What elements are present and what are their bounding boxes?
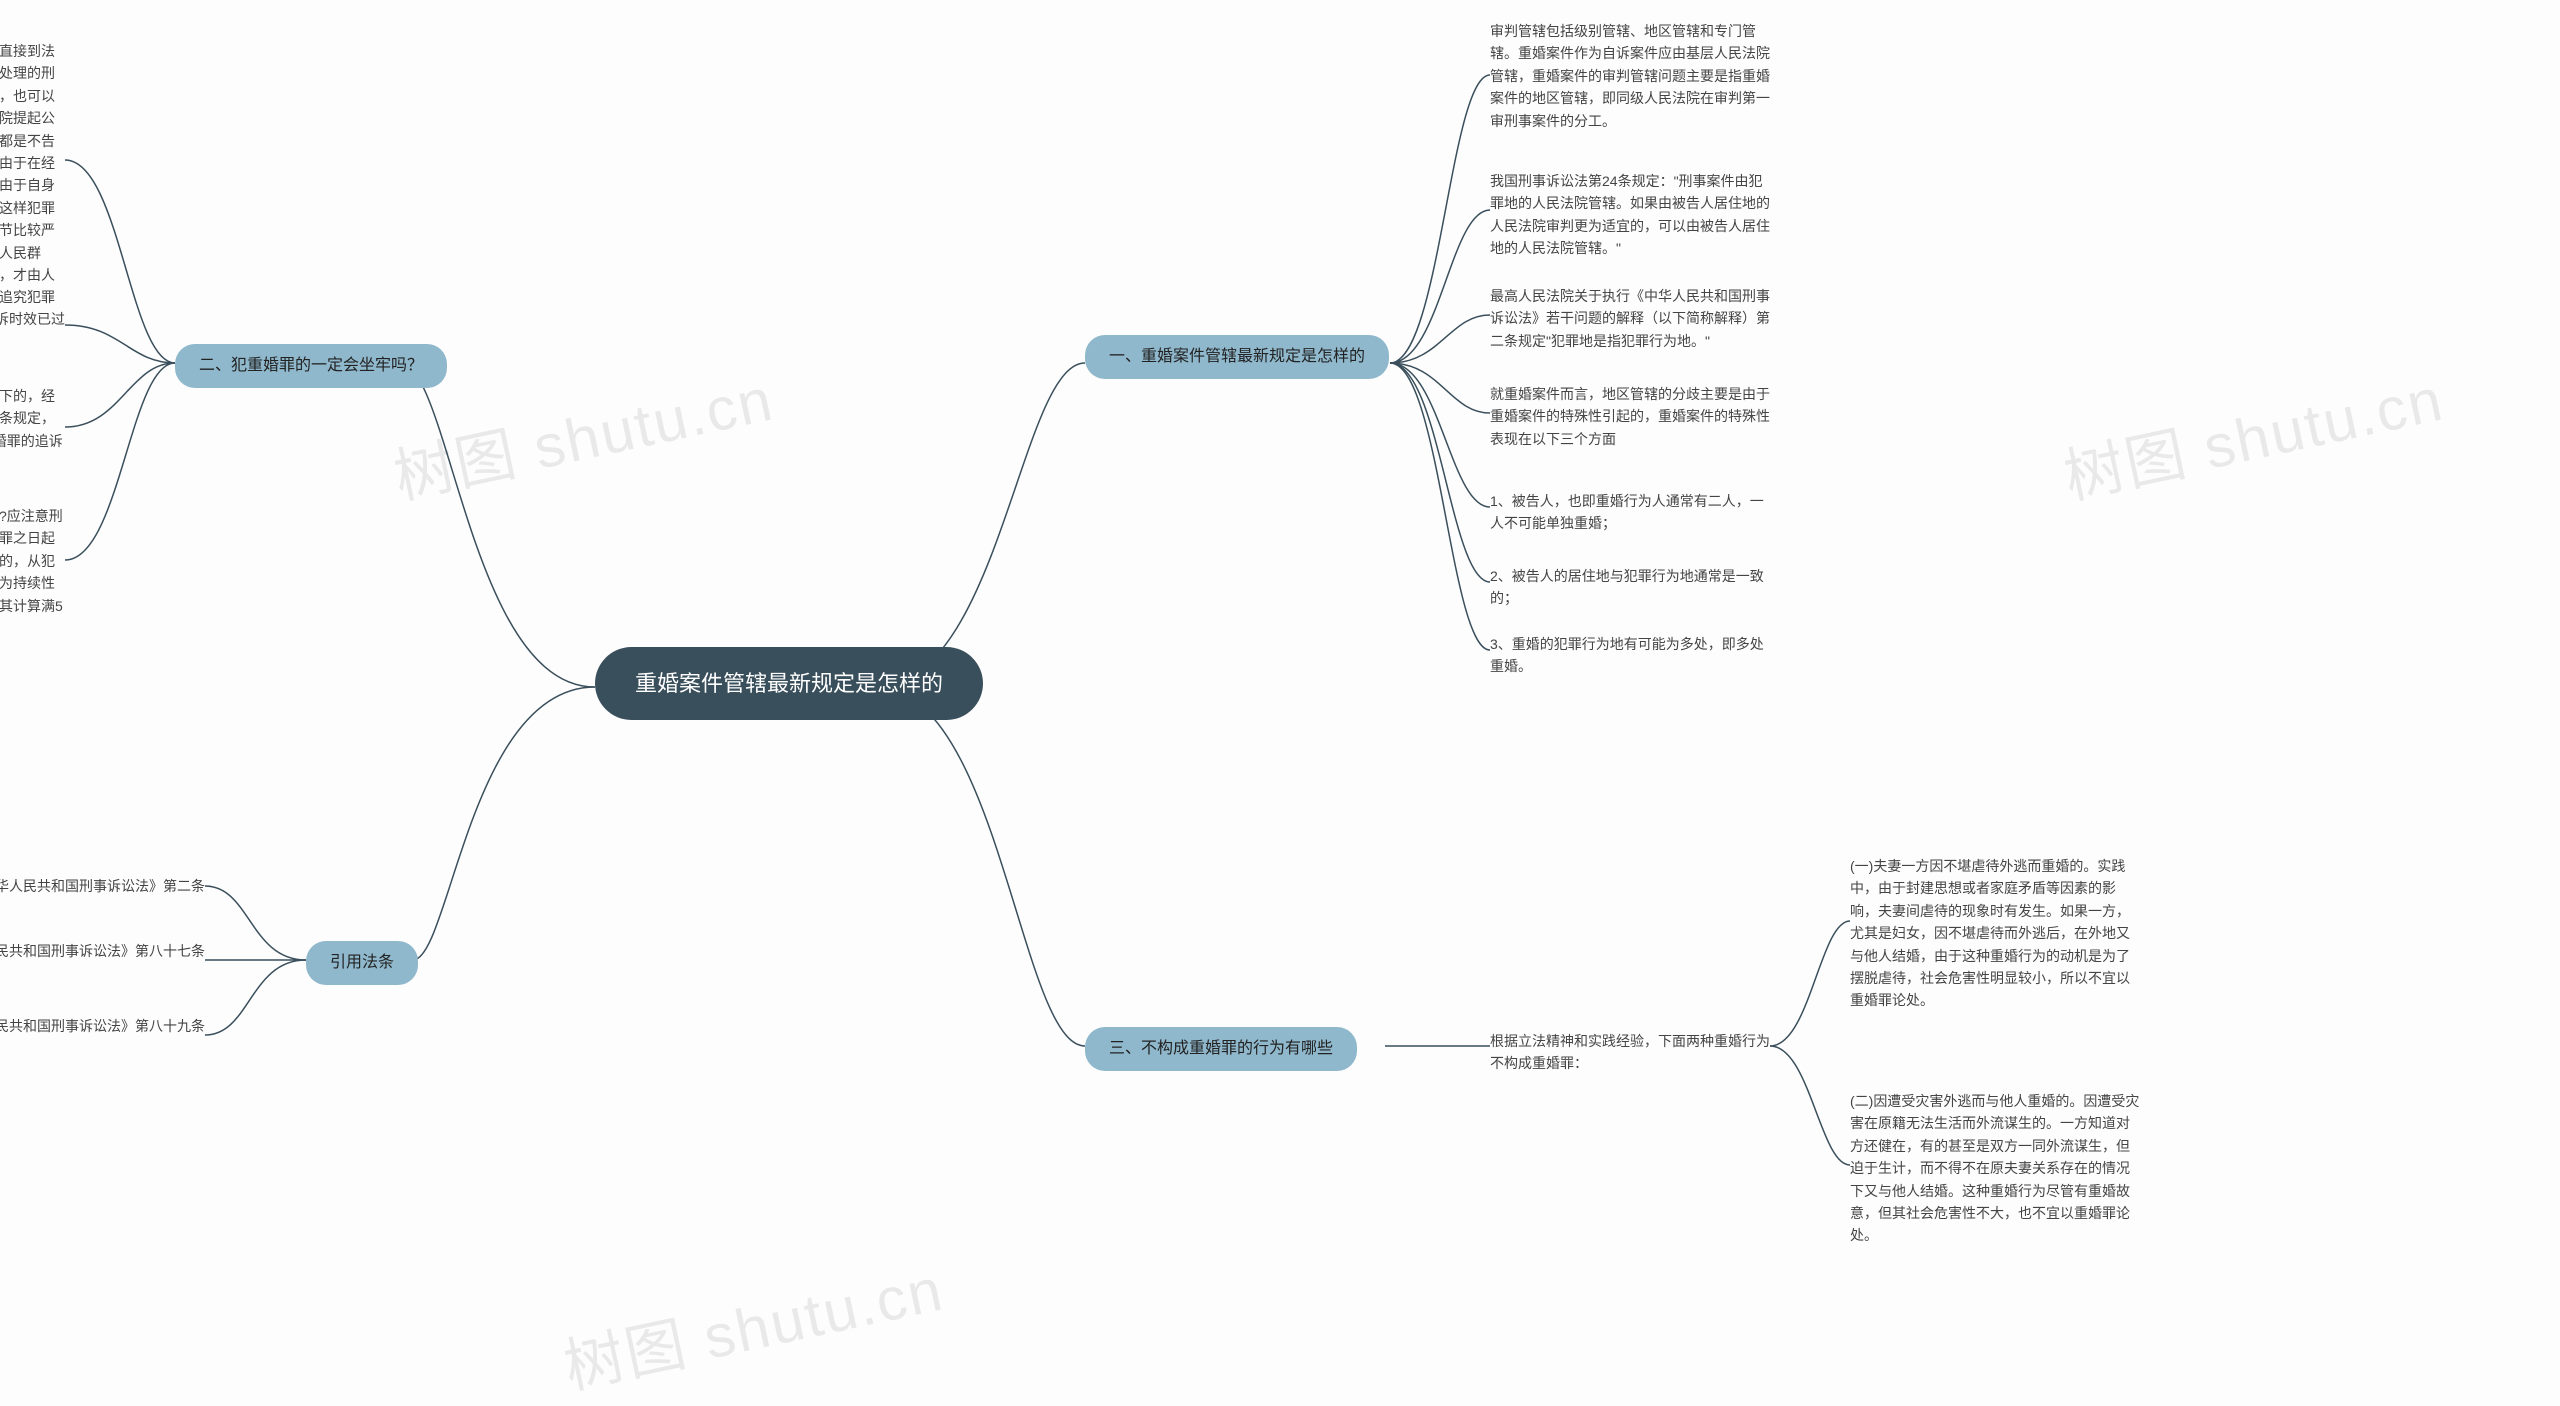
watermark: 树图 shutu.cn — [2055, 351, 2450, 516]
leaf-node: 审判管辖包括级别管辖、地区管辖和专门管辖。重婚案件作为自诉案件应由基层人民法院管… — [1490, 20, 1770, 132]
leaf-node: 我国刑事诉讼法第24条规定："刑事案件由犯罪地的人民法院管辖。如果由被告人居住地… — [1490, 170, 1770, 260]
leaf-node: 根据立法精神和实践经验，下面两种重婚行为不构成重婚罪： — [1490, 1030, 1770, 1075]
connector-lines — [0, 0, 2560, 1375]
leaf-node: 2、被告人的居住地与犯罪行为地通常是一致的； — [1490, 565, 1770, 610]
watermark: 树图 shutu.cn — [555, 1241, 950, 1406]
branch-node-2[interactable]: 二、犯重婚罪的一定会坐牢吗？ — [175, 344, 447, 388]
branch-node-4[interactable]: 引用法条 — [306, 941, 418, 985]
leaf-node: 就重婚案件而言，地区管辖的分歧主要是由于重婚案件的特殊性引起的，重婚案件的特殊性… — [1490, 383, 1770, 450]
leaf-node: 刑法第八十七条规定，最高刑五年以下的，经过五年不再追诉，而刑法二百五十八条规定，… — [0, 385, 65, 475]
leaf-node: 法定不用坐牢的情况——重婚罪追诉时效已过 — [0, 308, 65, 330]
leaf-node: 1、被告人，也即重婚行为人通常有二人，一人不可能单独重婚； — [1490, 490, 1770, 535]
leaf-node: (二)因遭受灾害外逃而与他人重婚的。因遭受灾害在原籍无法生活而外流谋生的。一方知… — [1850, 1090, 2140, 1247]
leaf-node: [1]《中华人民共和国刑事诉讼法》第二条 — [0, 875, 205, 897]
leaf-node: [3]《中华人民共和国刑事诉讼法》第八十九条 — [0, 1015, 205, 1037]
leaf-node: [2]《中华人民共和国刑事诉讼法》第八十七条 — [0, 940, 205, 962]
branch-node-3[interactable]: 三、不构成重婚罪的行为有哪些 — [1085, 1027, 1357, 1071]
root-node[interactable]: 重婚案件管辖最新规定是怎样的 — [595, 647, 983, 720]
leaf-node: 重婚罪追诉时效从什么时候开始计算?应注意刑法第八十九条的规定：追诉期限从犯罪之日… — [0, 505, 65, 639]
leaf-node: 最高人民法院关于执行《中华人民共和国刑事诉讼法》若干问题的解释（以下简称解释）第… — [1490, 285, 1770, 352]
leaf-node: 3、重婚的犯罪行为地有可能为多处，即多处重婚。 — [1490, 633, 1770, 678]
leaf-node: (一)夫妻一方因不堪虐待外逃而重婚的。实践中，由于封建思想或者家庭矛盾等因素的影… — [1850, 855, 2140, 1012]
branch-node-1[interactable]: 一、重婚案件管辖最新规定是怎样的 — [1085, 335, 1389, 379]
leaf-node: 重婚案件属于自诉案件，当事人可以直接到法院去起诉。但重婚案件不属于告诉才处理的刑… — [0, 40, 65, 331]
